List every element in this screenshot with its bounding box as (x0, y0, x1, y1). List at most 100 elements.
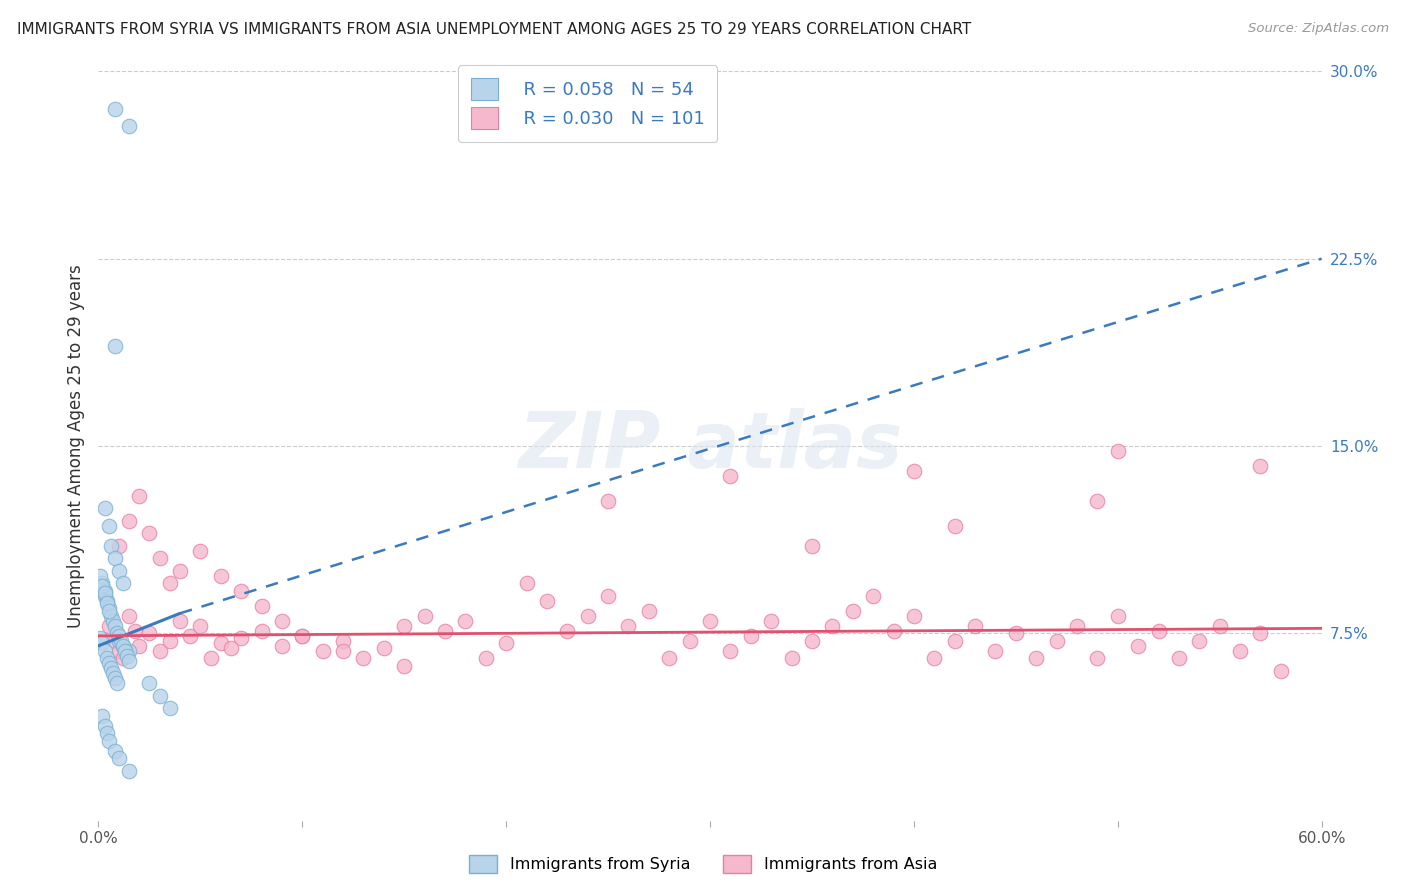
Point (89, 632, 111, 646)
Point (392, 658, 416, 673)
Point (110, 633, 132, 648)
Point (118, 120, 141, 134)
Point (291, 629, 314, 643)
Point (96, 651, 118, 665)
Point (111, 651, 134, 665)
Point (118, 644, 141, 658)
Point (91, 579, 114, 593)
Point (801, 633, 824, 648)
Point (101, 614, 124, 628)
Point (104, 619, 127, 633)
Point (115, 648, 138, 663)
Point (332, 633, 354, 648)
Point (1066, 619, 1088, 633)
Point (617, 619, 640, 633)
Point (97, 619, 120, 633)
Point (637, 604, 661, 618)
Point (1085, 651, 1108, 665)
Point (108, 629, 131, 643)
Point (219, 641, 242, 656)
Point (576, 608, 599, 623)
Point (516, 576, 538, 591)
Point (332, 644, 354, 658)
Point (761, 614, 783, 628)
Point (149, 689, 172, 703)
Point (598, 494, 620, 508)
Point (93, 586, 115, 600)
Point (118, 608, 141, 623)
Text: IMMIGRANTS FROM SYRIA VS IMMIGRANTS FROM ASIA UNEMPLOYMENT AMONG AGES 25 TO 29 Y: IMMIGRANTS FROM SYRIA VS IMMIGRANTS FROM… (17, 22, 972, 37)
Point (159, 701, 181, 715)
Point (352, 651, 374, 665)
Point (188, 544, 212, 558)
Point (169, 564, 191, 578)
Point (943, 633, 966, 648)
Point (108, 564, 131, 578)
Point (270, 614, 294, 628)
Point (105, 626, 128, 640)
Point (718, 644, 742, 658)
Point (159, 576, 181, 591)
Point (104, 671, 127, 685)
Point (93, 583, 115, 598)
Point (291, 629, 314, 643)
Point (903, 464, 925, 478)
Point (373, 641, 395, 656)
Point (1249, 458, 1271, 473)
Point (231, 583, 253, 598)
Point (104, 339, 127, 353)
Point (1085, 494, 1108, 508)
Point (1107, 444, 1129, 458)
Point (922, 651, 945, 665)
Point (118, 654, 141, 668)
Point (100, 661, 122, 675)
Point (903, 608, 925, 623)
Point (740, 629, 762, 643)
Point (138, 676, 160, 690)
Point (108, 751, 131, 765)
Point (104, 633, 127, 648)
Point (821, 619, 844, 633)
Point (1128, 639, 1150, 653)
Point (841, 604, 863, 618)
Point (159, 633, 181, 648)
Point (883, 624, 905, 638)
Point (1229, 644, 1251, 658)
Point (250, 599, 273, 613)
Point (1004, 626, 1026, 640)
Point (943, 519, 966, 533)
Point (93, 644, 115, 658)
Point (96, 594, 118, 608)
Point (111, 576, 134, 591)
Point (413, 608, 436, 623)
Point (780, 651, 803, 665)
Point (96, 596, 118, 610)
Point (118, 764, 141, 778)
Point (179, 629, 201, 643)
Point (138, 526, 160, 541)
Point (200, 651, 222, 665)
Point (536, 594, 558, 608)
Point (91, 708, 114, 723)
Point (149, 551, 172, 566)
Point (97, 519, 120, 533)
Point (105, 676, 128, 690)
Point (101, 666, 124, 681)
Point (1045, 633, 1069, 648)
Point (699, 614, 721, 628)
Point (1270, 664, 1292, 678)
Legend:   R = 0.058   N = 54,   R = 0.030   N = 101: R = 0.058 N = 54, R = 0.030 N = 101 (458, 65, 717, 142)
Point (454, 614, 477, 628)
Point (93, 589, 115, 603)
Point (100, 539, 122, 553)
Point (1167, 651, 1189, 665)
Point (250, 624, 273, 638)
Text: ZIP atlas: ZIP atlas (517, 408, 903, 484)
Point (138, 626, 160, 640)
Point (93, 719, 115, 733)
Point (124, 624, 146, 638)
Point (93, 501, 115, 516)
Point (679, 633, 702, 648)
Point (1209, 619, 1232, 633)
Point (392, 619, 416, 633)
